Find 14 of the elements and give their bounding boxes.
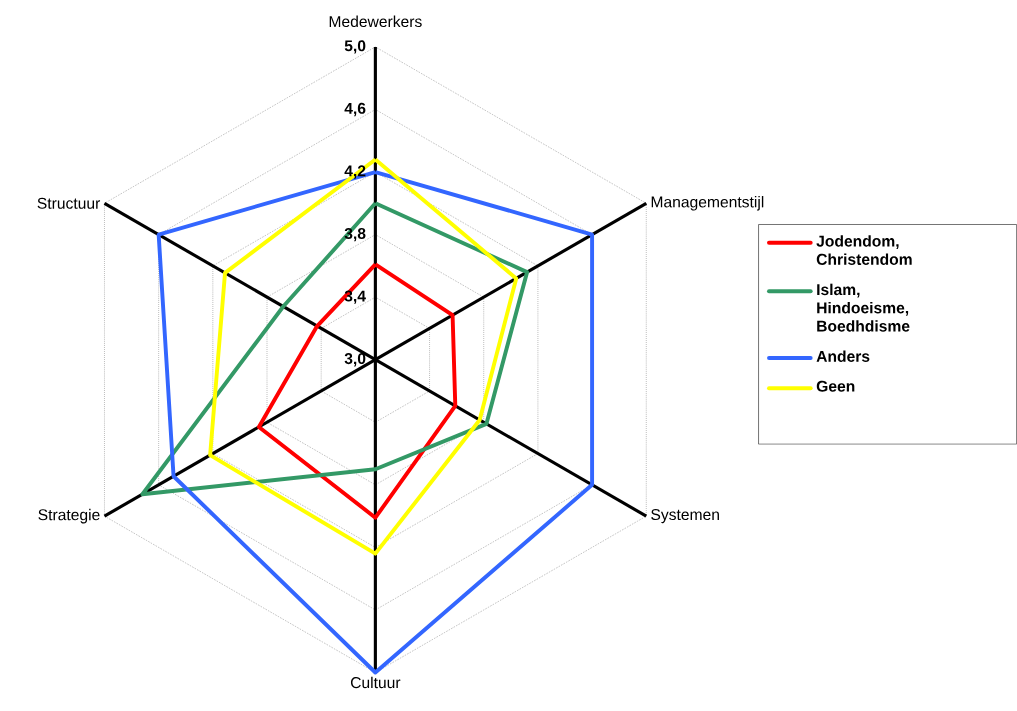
- spoke-label: Medewerkers: [329, 15, 422, 28]
- y-tick-label: 3,4: [344, 290, 366, 304]
- y-tick-label: 5,0: [344, 40, 366, 54]
- y-tick-label: 4,6: [344, 102, 366, 117]
- legend-label: Jodendom, Christendom: [816, 235, 912, 266]
- legend-label: Geen: [816, 380, 855, 392]
- spoke-label: Managementstijl: [651, 196, 764, 211]
- spoke-label: Cultuur: [350, 676, 401, 689]
- legend-label: Islam, Hindoeisme, Boedhdisme: [817, 283, 910, 332]
- spoke-label: Systemen: [651, 509, 719, 524]
- y-tick-label: 3,0: [344, 353, 366, 367]
- spoke-label: Strategie: [38, 509, 100, 524]
- legend-label: Anders: [816, 350, 870, 363]
- spoke-label: Structuur: [37, 197, 101, 210]
